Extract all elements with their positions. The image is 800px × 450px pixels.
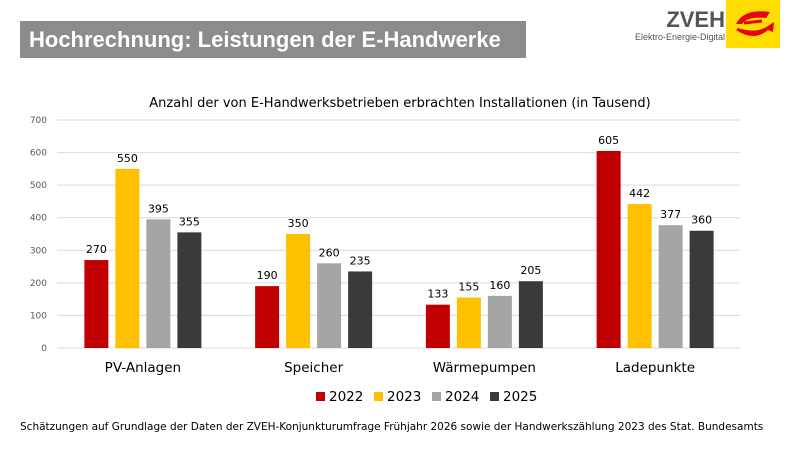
bar-2025: [177, 232, 202, 348]
category-label: Wärmepumpen: [433, 360, 536, 376]
data-label: 360: [691, 214, 712, 227]
y-tick-label: 100: [30, 311, 47, 321]
logo-tagline: Elektro-Energie-Digital: [634, 32, 725, 42]
chart-title: Anzahl der von E-Handwerksbetrieben erbr…: [149, 96, 651, 111]
data-label: 190: [257, 269, 278, 282]
category-label: PV-Anlagen: [105, 360, 181, 376]
bar-2024: [487, 295, 512, 348]
bar-2022: [84, 260, 109, 348]
data-label: 395: [148, 202, 169, 215]
data-label: 270: [86, 243, 107, 256]
y-tick-label: 700: [30, 116, 47, 126]
legend-swatch-2024: [432, 392, 441, 401]
footnote: Schätzungen auf Grundlage der Daten der …: [20, 421, 764, 433]
legend-label: 2022: [329, 389, 363, 405]
y-tick-label: 400: [30, 214, 47, 224]
bar-2025: [518, 281, 543, 348]
bar-2023: [627, 204, 652, 348]
bar-2023: [286, 234, 311, 348]
legend-swatch-2023: [374, 392, 383, 401]
data-label: 350: [288, 217, 309, 230]
legend-swatch-2022: [316, 392, 325, 401]
legend-label: 2023: [387, 389, 421, 405]
y-tick-label: 200: [30, 279, 47, 289]
bar-2024: [317, 263, 342, 348]
data-label: 442: [629, 187, 650, 200]
data-label: 235: [350, 254, 371, 267]
bar-2025: [689, 230, 714, 348]
bar-2022: [596, 150, 621, 348]
y-tick-label: 0: [41, 344, 47, 354]
data-label: 133: [427, 288, 448, 301]
bar-2023: [456, 297, 481, 348]
bar-2024: [146, 219, 171, 348]
data-label: 355: [179, 215, 200, 228]
data-label: 160: [489, 279, 510, 292]
y-tick-label: 300: [30, 246, 47, 256]
zveh-logo-text: ZVEH Elektro-Energie-Digital: [630, 7, 725, 43]
category-label: Ladepunkte: [615, 360, 695, 376]
data-label: 205: [520, 264, 541, 277]
zveh-logo-icon: [726, 0, 780, 48]
data-label: 377: [660, 208, 681, 221]
data-label: 155: [458, 281, 479, 294]
y-tick-label: 600: [30, 149, 47, 159]
legend-swatch-2025: [490, 392, 499, 401]
legend-label: 2025: [503, 389, 537, 405]
bar-2023: [115, 168, 140, 348]
y-tick-label: 500: [30, 181, 47, 191]
bar-2025: [348, 271, 373, 348]
bar-2022: [425, 304, 450, 348]
logo-name: ZVEH: [666, 7, 725, 32]
data-label: 260: [319, 246, 340, 259]
bar-2022: [255, 286, 280, 348]
category-label: Speicher: [284, 360, 343, 376]
legend-label: 2024: [445, 389, 479, 405]
data-label: 550: [117, 152, 138, 165]
bar-2024: [658, 225, 683, 348]
data-label: 605: [598, 134, 619, 147]
page-title: Hochrechnung: Leistungen der E-Handwerke: [20, 21, 526, 58]
